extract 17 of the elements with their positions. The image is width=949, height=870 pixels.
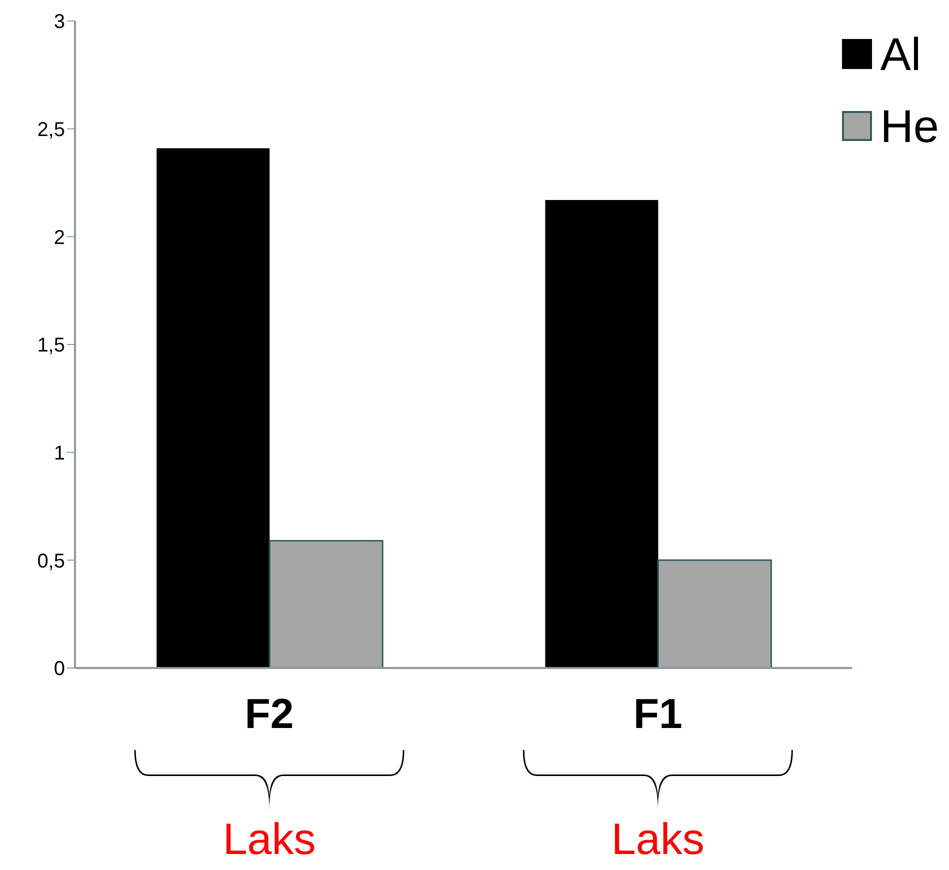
bar	[156, 148, 270, 668]
y-tick-label: 2,5	[37, 118, 65, 141]
x-tick-label: F2	[244, 690, 294, 737]
text: Laks	[222, 815, 316, 864]
y-tick-label: 1	[54, 442, 65, 464]
bar	[545, 200, 658, 668]
y-tick-label: 0	[54, 658, 65, 680]
text: Laks	[611, 815, 704, 864]
y-tick-label: 2	[54, 226, 65, 249]
x-tick-label: F1	[633, 690, 682, 737]
legend-label: Al	[880, 27, 922, 81]
y-tick-label: 1,5	[37, 334, 65, 357]
y-tick-label: 0,5	[37, 550, 65, 572]
bar	[268, 540, 384, 668]
y-tick-label: 3	[54, 11, 65, 34]
bar	[657, 559, 772, 668]
legend-label: He	[880, 99, 939, 153]
